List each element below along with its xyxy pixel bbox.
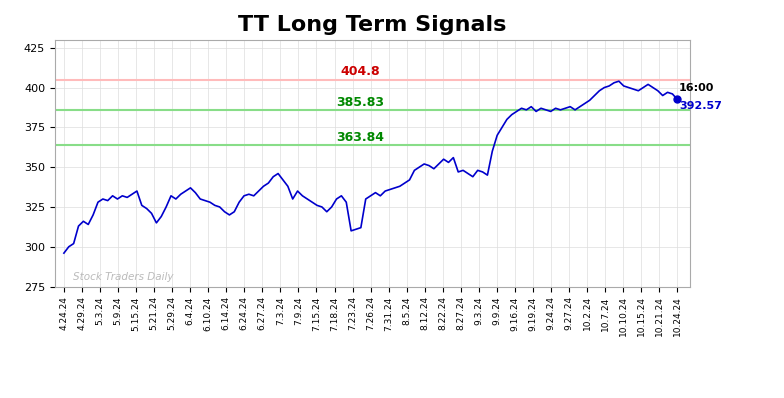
Text: 392.57: 392.57 [679, 101, 722, 111]
Text: Stock Traders Daily: Stock Traders Daily [73, 272, 173, 282]
Point [671, 96, 684, 103]
Text: 363.84: 363.84 [336, 131, 385, 144]
Title: TT Long Term Signals: TT Long Term Signals [238, 16, 506, 35]
Text: 16:00: 16:00 [679, 83, 714, 93]
Text: 404.8: 404.8 [341, 65, 380, 78]
Text: 385.83: 385.83 [336, 96, 385, 109]
